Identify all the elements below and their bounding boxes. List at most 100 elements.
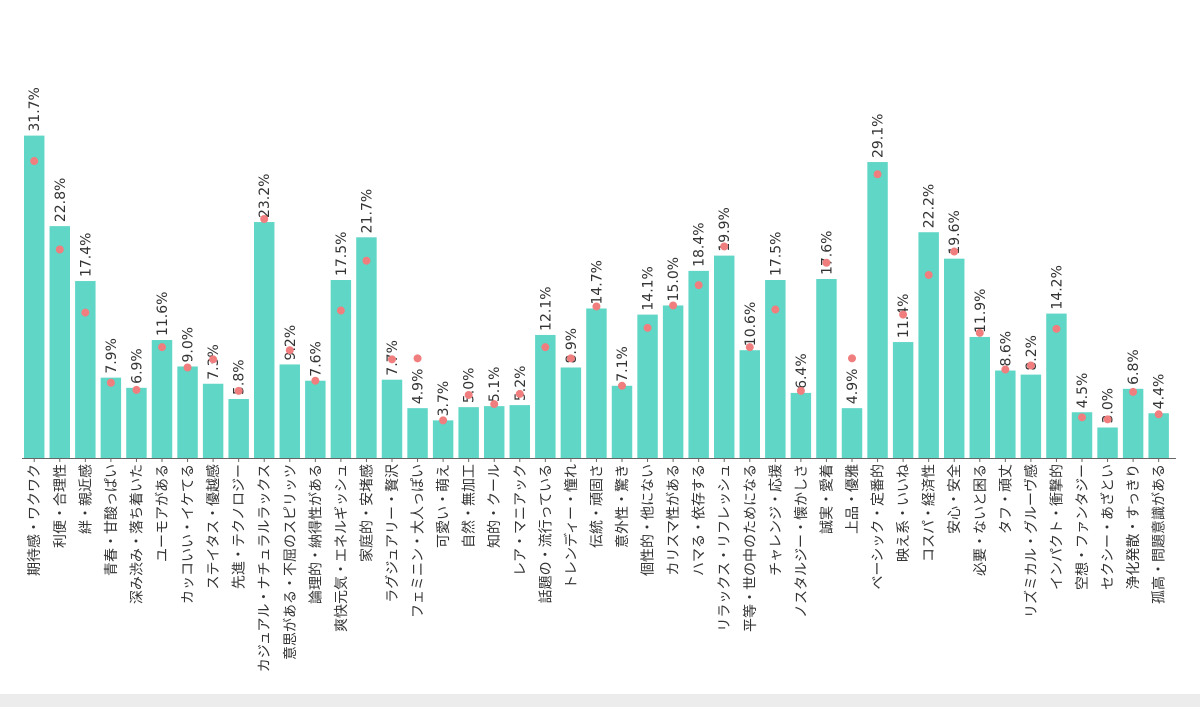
bar: [586, 308, 607, 458]
data-label: 18.4%: [692, 222, 708, 266]
x-tick-label: カジュアル・ナチュラルラックス: [257, 464, 273, 672]
data-label: 17.6%: [819, 231, 835, 275]
data-label: 6.9%: [129, 348, 145, 384]
marker-point: [745, 343, 754, 352]
data-label: 9.0%: [181, 327, 197, 363]
marker-point: [771, 305, 780, 314]
x-tick-label: トレンディー・憧れ: [563, 464, 580, 589]
marker-point: [643, 323, 652, 332]
x-tick-label: 期待感・ワクワク: [26, 464, 43, 576]
bar: [1071, 412, 1093, 458]
x-tick-label: 絆・親近感: [77, 464, 94, 534]
marker-point: [362, 256, 371, 265]
marker-point: [260, 215, 269, 224]
data-label: 14.2%: [1049, 265, 1065, 309]
marker-point: [464, 390, 473, 399]
x-tick-label: ベーシック・定番的: [871, 464, 887, 589]
bar: [816, 279, 837, 458]
x-tick-label: 爽快元気・エネルギッシュ: [334, 464, 350, 632]
data-label: 11.9%: [973, 288, 989, 332]
x-tick-label: インパクト・衝撃的: [1049, 464, 1065, 590]
x-tick-label: リラックス・リフレッシュ: [717, 464, 733, 632]
data-label: 21.7%: [359, 189, 375, 233]
bar: [560, 367, 582, 458]
marker-point: [1129, 387, 1138, 396]
x-tick-label: チャレンジ・応援: [768, 464, 784, 576]
marker-point: [1052, 324, 1061, 333]
x-tick-label: コスパ・経済性: [922, 464, 938, 562]
marker-point: [899, 310, 908, 319]
data-label: 6.4%: [794, 353, 810, 389]
data-label: 14.1%: [641, 266, 657, 310]
x-tick-label: 映え系・いいね: [896, 464, 912, 562]
bar: [330, 280, 352, 458]
x-tick-label: 上品・優雅: [845, 464, 861, 534]
marker-point: [950, 247, 959, 256]
bar: [765, 280, 786, 458]
data-label: 4.9%: [411, 369, 427, 405]
data-label: 3.7%: [436, 381, 452, 417]
marker-point: [106, 378, 115, 387]
bar: [202, 383, 224, 458]
bar: [305, 380, 326, 458]
data-label: 8.2%: [1024, 335, 1040, 371]
data-label: 17.5%: [334, 232, 350, 276]
x-tick-label: 誠実・愛着: [819, 464, 835, 534]
marker-point: [388, 355, 396, 364]
bar: [458, 407, 479, 458]
bar: [49, 226, 70, 458]
marker-point: [924, 270, 933, 279]
x-tick-label: ハマる・依存する: [692, 464, 708, 576]
x-tick-label: 青春・甘酸っぱい: [104, 464, 120, 576]
data-label: 5.1%: [487, 367, 503, 403]
marker-point: [285, 346, 294, 355]
bar: [841, 408, 863, 458]
marker-point: [1026, 361, 1035, 370]
bar: [177, 366, 198, 458]
x-tick-label: カリスマ性がある: [666, 464, 682, 576]
x-tick-label: 伝統・頑固さ: [589, 464, 605, 548]
data-label: 3.0%: [1101, 388, 1117, 424]
data-label: 9.2%: [283, 325, 299, 361]
marker-point: [81, 308, 90, 317]
data-label: 5.8%: [232, 359, 248, 395]
marker-point: [311, 376, 320, 385]
data-label: 17.5%: [768, 232, 784, 276]
marker-point: [975, 328, 984, 337]
marker-point: [1078, 413, 1086, 422]
marker-point: [209, 355, 218, 364]
bar: [1122, 388, 1144, 458]
bar: [407, 408, 428, 458]
x-tick-label: 利便・合理性: [53, 464, 69, 548]
x-tick-label: レア・マニアック: [513, 464, 529, 576]
bar: [535, 334, 556, 458]
data-label: 4.4%: [1152, 374, 1168, 410]
marker-point: [55, 245, 64, 254]
bar: [484, 406, 505, 458]
marker-point: [669, 301, 678, 310]
marker-point: [720, 242, 729, 251]
marker-point: [234, 386, 243, 395]
marker-point: [566, 354, 575, 363]
marker-point: [132, 385, 141, 394]
x-tick-label: 個性的・他にない: [641, 464, 657, 576]
x-tick-label: ユーモアがある: [155, 464, 171, 562]
x-tick-label: フェミニン・大人っぽい: [411, 464, 427, 618]
data-label: 19.9%: [717, 207, 733, 251]
marker-point: [515, 389, 524, 398]
bar: [151, 340, 173, 458]
x-tick-label: 知的・クール: [486, 464, 503, 548]
bar: [918, 232, 939, 458]
bar: [1046, 313, 1067, 458]
bar: [279, 364, 300, 458]
data-label: 15.0%: [666, 257, 682, 301]
bar: [611, 385, 633, 458]
marker-point: [848, 354, 856, 363]
bar: [944, 258, 965, 458]
bar: [254, 222, 275, 458]
marker-point: [1001, 365, 1010, 374]
data-label: 7.6%: [308, 341, 324, 377]
marker-point: [541, 343, 550, 352]
x-tick-label: 浄化発散・すっきり: [1126, 464, 1142, 589]
